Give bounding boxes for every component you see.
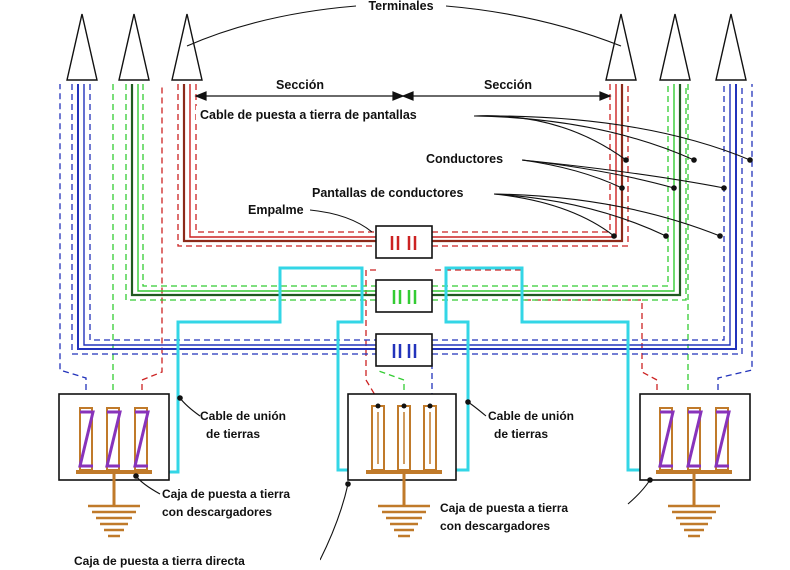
label-seccion-1: Sección xyxy=(276,78,324,92)
surge-arrester-icon xyxy=(78,410,150,468)
terminals-left xyxy=(66,13,203,81)
splice-boxes xyxy=(375,225,433,367)
splice-box-red xyxy=(375,225,433,259)
label-caja-desc-left-1: Caja de puesta a tierra xyxy=(162,487,290,501)
label-caja-desc-right-2: con descargadores xyxy=(440,519,550,533)
label-pantallas-conductores: Pantallas de conductores xyxy=(312,186,463,200)
label-caja-desc-right-1: Caja de puesta a tierra xyxy=(440,501,568,515)
label-seccion-2: Sección xyxy=(484,78,532,92)
terminal-cone xyxy=(659,13,691,81)
surge-arrester-icon xyxy=(658,410,731,468)
ground-symbol-icon xyxy=(668,504,720,538)
terminal-cone xyxy=(66,13,98,81)
label-union-tierras-left-1: Cable de unión xyxy=(200,409,286,423)
label-cable-pantallas: Cable de puesta a tierra de pantallas xyxy=(200,108,417,122)
label-union-tierras-mid-1: Cable de unión xyxy=(488,409,574,423)
label-caja-desc-left-2: con descargadores xyxy=(162,505,272,519)
leader-lines xyxy=(135,5,751,561)
ground-symbol-icon xyxy=(88,504,140,538)
label-terminales: Terminales xyxy=(368,0,433,13)
section-dimensions xyxy=(194,91,612,101)
splice-box-blue xyxy=(375,333,433,367)
grounding-box-left xyxy=(58,393,170,538)
ground-symbol-icon xyxy=(378,504,430,538)
label-caja-directa: Caja de puesta a tierra directa xyxy=(74,554,245,568)
cable-blue-phase xyxy=(59,84,753,400)
splice-box-green xyxy=(375,279,433,313)
text-labels: Terminales Sección Sección Cable de pues… xyxy=(72,0,574,568)
label-union-tierras-left-2: de tierras xyxy=(206,427,260,441)
label-union-tierras-mid-2: de tierras xyxy=(494,427,548,441)
grounding-box-right xyxy=(639,393,751,538)
terminal-cone xyxy=(118,13,150,81)
terminal-cone xyxy=(715,13,747,81)
grounding-box-middle xyxy=(347,393,457,538)
leader-dots xyxy=(133,157,753,487)
label-conductores: Conductores xyxy=(426,152,503,166)
terminal-cone xyxy=(605,13,637,81)
terminal-cone xyxy=(171,13,203,81)
label-empalme: Empalme xyxy=(248,203,304,217)
terminals-right xyxy=(605,13,747,81)
